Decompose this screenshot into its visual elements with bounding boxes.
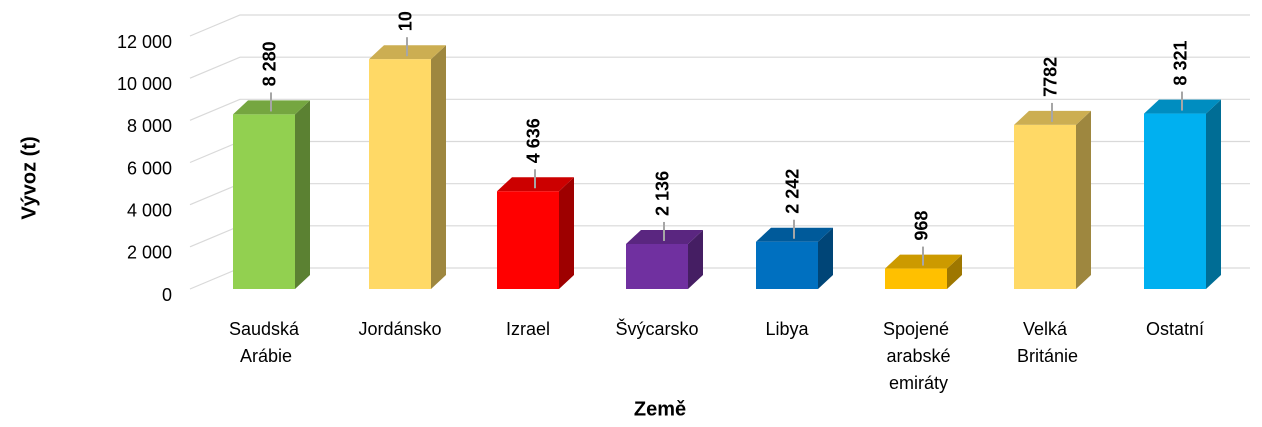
- x-tick-label: Velká Británie: [1012, 319, 1078, 366]
- value-label: 2 136: [653, 171, 673, 216]
- bar-front: [1014, 124, 1076, 289]
- grid-line: [189, 98, 1250, 121]
- grid-line: [189, 14, 1250, 37]
- y-tick-label: 12 000: [117, 32, 172, 52]
- y-tick-label: 6 000: [127, 158, 172, 178]
- bar-front: [233, 114, 295, 290]
- value-label: 7782: [1041, 57, 1061, 97]
- value-label: 4 636: [524, 118, 544, 163]
- y-tick-label: 4 000: [127, 200, 172, 220]
- x-tick-label: Jordánsko: [358, 319, 441, 339]
- value-label: 968: [912, 211, 932, 241]
- bar-front: [885, 268, 947, 289]
- bar-front: [756, 241, 818, 289]
- bar-front: [1144, 113, 1206, 289]
- value-label: 2 242: [783, 169, 803, 214]
- x-tick-label: Ostatní: [1146, 319, 1204, 339]
- bar: [369, 45, 446, 289]
- x-tick-label: Spojené arabské emiráty: [881, 319, 950, 393]
- x-axis-title: Země: [634, 398, 686, 420]
- value-label: 10: [396, 11, 416, 31]
- bar-side: [1076, 110, 1091, 289]
- bar-side: [431, 45, 446, 289]
- y-tick-label: 2 000: [127, 243, 172, 263]
- bar-side: [688, 229, 703, 289]
- value-label: 8 321: [1171, 41, 1191, 86]
- x-tick-label: Saudská Arábie: [229, 319, 300, 366]
- bar: [1014, 110, 1091, 289]
- y-tick-label: 0: [162, 285, 172, 305]
- bar-side: [559, 177, 574, 289]
- x-tick-label: Libya: [765, 319, 809, 339]
- bar-side: [1206, 99, 1221, 289]
- y-tick-label: 10 000: [117, 74, 172, 94]
- y-axis-title: Vývoz (t): [18, 136, 40, 219]
- bar-front: [626, 243, 688, 289]
- bar: [233, 100, 310, 290]
- bar-side: [818, 227, 833, 289]
- value-label: 8 280: [260, 41, 280, 86]
- bar-front: [369, 59, 431, 289]
- bar: [1144, 99, 1221, 289]
- bar-side: [295, 100, 310, 290]
- bar-side: [947, 254, 962, 289]
- y-tick-label: 8 000: [127, 116, 172, 136]
- bar-front: [497, 191, 559, 289]
- grid-line: [189, 56, 1250, 79]
- x-tick-label: Izrael: [506, 319, 550, 339]
- x-tick-label: Švýcarsko: [615, 318, 698, 339]
- bar: [497, 177, 574, 289]
- bar: [756, 227, 833, 289]
